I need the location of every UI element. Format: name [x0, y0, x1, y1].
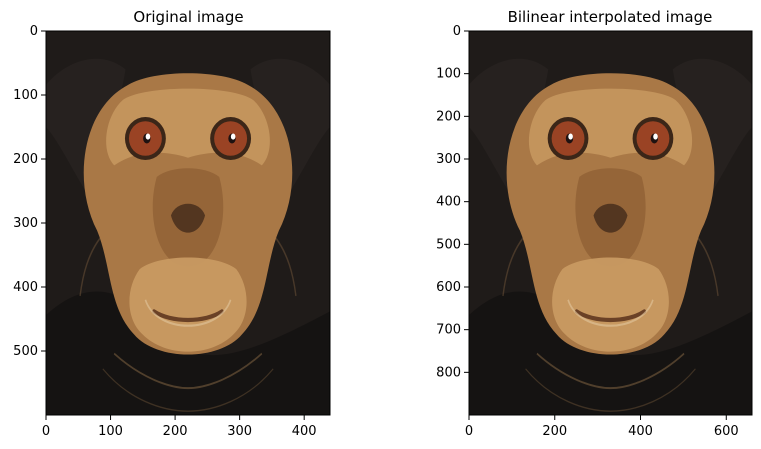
y-tick-label-bilinear-800: 800: [436, 365, 461, 380]
x-axis-original: 0 100 200 300 400: [42, 415, 317, 439]
y-tick-label-original-400: 400: [13, 280, 38, 295]
y-tick-label-original-300: 300: [13, 216, 38, 231]
x-tick-label-original-0: 0: [42, 424, 50, 439]
x-tick-label-bilinear-200: 200: [542, 424, 567, 439]
y-tick-label-original-0: 0: [30, 24, 38, 39]
panel-title-original: Original image: [133, 8, 243, 26]
y-tick-label-bilinear-500: 500: [436, 237, 461, 252]
y-axis-original: 0 100 200 300 400 500: [13, 24, 46, 359]
y-tick-label-original-500: 500: [13, 344, 38, 359]
x-tick-label-bilinear-600: 600: [714, 424, 739, 439]
x-tick-label-original-200: 200: [163, 424, 188, 439]
y-tick-label-bilinear-600: 600: [436, 280, 461, 295]
y-tick-label-bilinear-400: 400: [436, 195, 461, 210]
chimpanzee-image-original: [46, 31, 330, 415]
x-axis-bilinear: 0 200 400 600: [465, 415, 739, 439]
x-tick-label-original-400: 400: [292, 424, 317, 439]
y-tick-label-bilinear-100: 100: [436, 67, 461, 82]
y-tick-label-original-100: 100: [13, 88, 38, 103]
chart-panel-bilinear: Bilinear interpolated image 0 100 200 300 40…: [436, 8, 753, 439]
y-axis-bilinear: 0 100 200 300 400 500 600 700 800: [436, 24, 469, 380]
panel-title-bilinear: Bilinear interpolated image: [508, 8, 713, 26]
y-tick-label-bilinear-300: 300: [436, 152, 461, 167]
x-tick-label-bilinear-400: 400: [628, 424, 653, 439]
y-tick-label-bilinear-200: 200: [436, 109, 461, 124]
chart-panel-original: Original image 0 100 200 300 400 500 0 100 200 3…: [13, 8, 331, 439]
axes-frame-bilinear: [468, 30, 753, 416]
x-tick-label-bilinear-0: 0: [465, 424, 473, 439]
chimpanzee-image-bilinear: [469, 31, 752, 415]
x-tick-label-original-100: 100: [98, 424, 123, 439]
y-tick-label-original-200: 200: [13, 152, 38, 167]
x-tick-label-original-300: 300: [227, 424, 252, 439]
y-tick-label-bilinear-700: 700: [436, 323, 461, 338]
y-tick-label-bilinear-0: 0: [453, 24, 461, 39]
